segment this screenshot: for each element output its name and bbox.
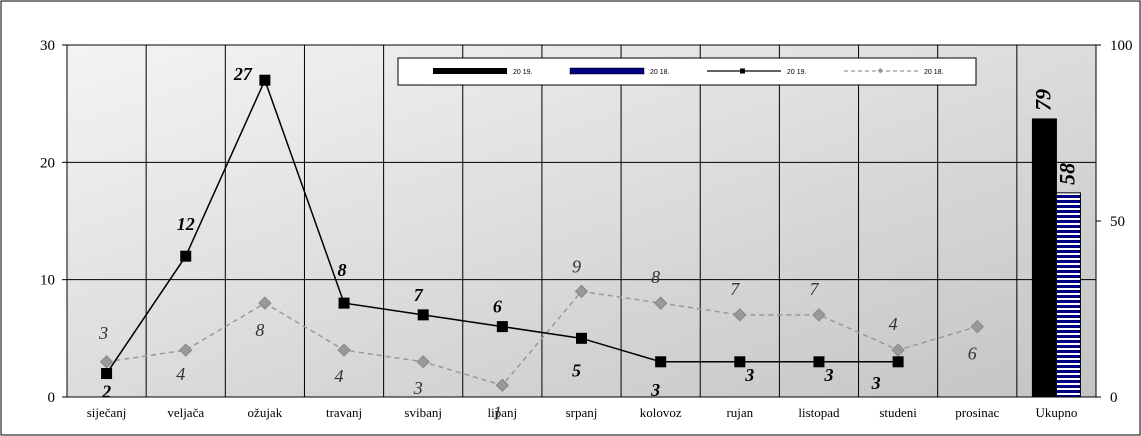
- total-bar-2019: [1031, 118, 1057, 398]
- point-2019: [417, 309, 429, 321]
- x-tick-label: rujan: [726, 405, 753, 420]
- point-2018: [574, 284, 589, 299]
- axes: 0 10 20 30 0 50 100 siječanj veljača ožujak travan…: [40, 38, 1133, 420]
- point-2019: [892, 356, 904, 368]
- point-2018: [733, 308, 747, 322]
- data-label-2018: 4: [889, 314, 898, 334]
- point-2019: [259, 74, 271, 86]
- point-2019: [101, 368, 113, 380]
- point-2018: [891, 343, 905, 357]
- data-label-2019: 6: [493, 297, 502, 317]
- point-2019: [338, 297, 350, 309]
- point-2018: [416, 355, 430, 369]
- point-2019: [813, 356, 825, 368]
- plot-area: [66, 44, 1097, 398]
- x-tick-label: lipanj: [488, 405, 518, 420]
- legend-label: 20 19.: [513, 69, 533, 76]
- point-2018: [258, 296, 272, 310]
- point-2018: [653, 296, 668, 310]
- x-tick-label: Ukupno: [1035, 405, 1077, 420]
- total-bar-2018: [1055, 192, 1081, 398]
- y2-tick-label: 50: [1110, 214, 1125, 230]
- point-2019: [655, 356, 667, 368]
- x-tick-label: svibanj: [404, 405, 442, 420]
- data-label-2018: 1: [493, 402, 502, 422]
- data-label-2019: 3: [871, 373, 881, 393]
- legend-marker-2019: [740, 68, 745, 74]
- legend-label: 20 18.: [924, 69, 944, 76]
- data-labels: 2 12 27 8 7 6 5 3 3 3 3 3 4 8 4 3 1 9 8 7 7 4 6 79 58: [98, 64, 1079, 422]
- x-tick-label: kolovoz: [640, 405, 682, 420]
- y-tick-label: 30: [40, 38, 55, 54]
- point-2018: [970, 319, 984, 334]
- x-tick-label: prosinac: [955, 405, 999, 420]
- x-tick-label: ožujak: [248, 405, 283, 420]
- point-2018: [495, 378, 510, 392]
- legend: 20 19. 20 18. 20 19. 20 18.: [397, 57, 977, 86]
- point-2018: [179, 343, 193, 357]
- data-label-2018: 7: [730, 279, 740, 299]
- data-label-2018: 3: [413, 378, 423, 398]
- data-label-2018: 3: [98, 323, 108, 343]
- x-tick-label: listopad: [798, 405, 840, 420]
- point-2019: [576, 332, 587, 344]
- point-2019: [180, 250, 192, 262]
- series-line-2018: [106, 290, 978, 387]
- x-tick-label: veljača: [167, 405, 204, 420]
- data-label-2018: 4: [335, 366, 344, 386]
- data-label-2019: 12: [177, 214, 195, 234]
- data-label-2019: 2: [101, 382, 111, 402]
- x-tick-label: studeni: [879, 405, 917, 420]
- legend-symbol-bar-2019: [433, 68, 507, 74]
- data-label-2019: 3: [744, 365, 754, 385]
- y2-tick-label: 0: [1110, 390, 1118, 406]
- data-label-2019: 5: [572, 360, 581, 380]
- legend-label: 20 18.: [650, 69, 670, 76]
- data-label-2019: 3: [823, 365, 833, 385]
- data-label-2018: 9: [572, 256, 581, 276]
- total-label-2018: 58: [1054, 163, 1079, 185]
- data-label-2019: 8: [338, 260, 347, 280]
- y-tick-label: 0: [48, 390, 56, 406]
- chart-marks: [99, 74, 1081, 398]
- point-2018: [337, 343, 351, 357]
- data-label-2018: 4: [176, 364, 185, 384]
- data-label-2019: 3: [650, 380, 660, 400]
- y-tick-label: 10: [40, 273, 55, 289]
- data-label-2019: 27: [233, 64, 253, 84]
- x-tick-label: travanj: [326, 405, 362, 420]
- point-2019: [734, 356, 746, 368]
- point-2018: [812, 308, 826, 322]
- data-label-2018: 8: [651, 267, 660, 287]
- data-label-2018: 7: [809, 279, 819, 299]
- x-tick-label: siječanj: [87, 405, 127, 420]
- data-label-2018: 6: [968, 344, 977, 364]
- y-tick-label: 20: [40, 155, 55, 171]
- x-tick-label: srpanj: [566, 405, 598, 420]
- legend-symbol-bar-2018: [569, 67, 645, 75]
- legend-label: 20 19.: [787, 69, 807, 76]
- y2-tick-label: 100: [1110, 38, 1133, 54]
- point-2018: [99, 355, 114, 369]
- point-2019: [496, 321, 508, 333]
- total-label-2019: 79: [1030, 89, 1055, 111]
- data-label-2018: 8: [255, 320, 264, 340]
- data-label-2019: 7: [414, 285, 424, 305]
